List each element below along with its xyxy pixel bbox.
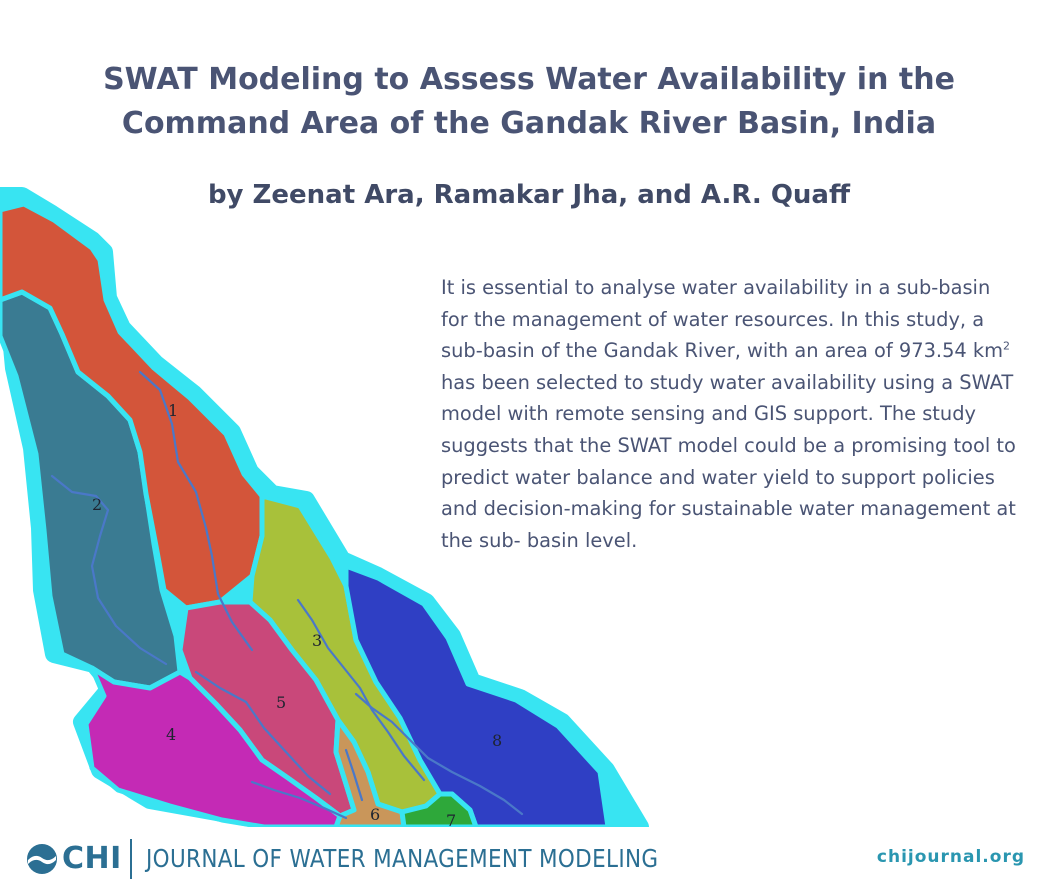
article-title: SWAT Modeling to Assess Water Availabili… xyxy=(0,58,1058,146)
river-6 xyxy=(344,748,364,802)
subbasin-label-4: 4 xyxy=(166,725,176,744)
river-1 xyxy=(138,370,254,652)
subbasin-label-6: 6 xyxy=(370,805,380,824)
area-unit-superscript: 2 xyxy=(1003,339,1011,353)
subbasin-label-3: 3 xyxy=(312,631,322,650)
subbasin-7 xyxy=(399,791,479,830)
subbasin-label-8: 8 xyxy=(492,731,502,750)
subbasin-label-2: 2 xyxy=(92,495,102,514)
journal-name: JOURNAL OF WATER MANAGEMENT MODELING xyxy=(146,844,659,873)
subbasin-4 xyxy=(83,665,343,830)
river-4 xyxy=(250,780,348,820)
subbasin-label-7: 7 xyxy=(446,811,456,830)
abstract-text: It is essential to analyse water availab… xyxy=(441,272,1021,556)
footer-bar: CHI JOURNAL OF WATER MANAGEMENT MODELING… xyxy=(0,827,1058,887)
subbasin-regions xyxy=(0,201,611,830)
subbasin-1 xyxy=(0,201,265,611)
website-link[interactable]: chijournal.org xyxy=(876,847,1025,867)
river-network xyxy=(50,370,524,820)
title-line-1: SWAT Modeling to Assess Water Availabili… xyxy=(103,62,955,97)
title-line-2: Command Area of the Gandak River Basin, … xyxy=(121,106,937,141)
abstract-part-1: It is essential to analyse water availab… xyxy=(441,276,1004,363)
author-list: by Zeenat Ara, Ramakar Jha, and A.R. Qua… xyxy=(207,180,851,210)
river-8 xyxy=(354,692,524,816)
subbasin-label-5: 5 xyxy=(276,693,286,712)
footer-divider xyxy=(130,839,132,879)
abstract-part-2: has been selected to study water availab… xyxy=(441,370,1016,552)
river-5 xyxy=(194,670,332,796)
chi-logo-text: CHI xyxy=(62,841,122,876)
chi-logo-icon xyxy=(27,844,57,874)
subbasin-labels: 1 2 3 4 5 6 7 8 xyxy=(92,401,502,830)
river-2 xyxy=(50,474,168,666)
subbasin-label-1: 1 xyxy=(168,401,178,420)
river-3 xyxy=(296,598,426,782)
